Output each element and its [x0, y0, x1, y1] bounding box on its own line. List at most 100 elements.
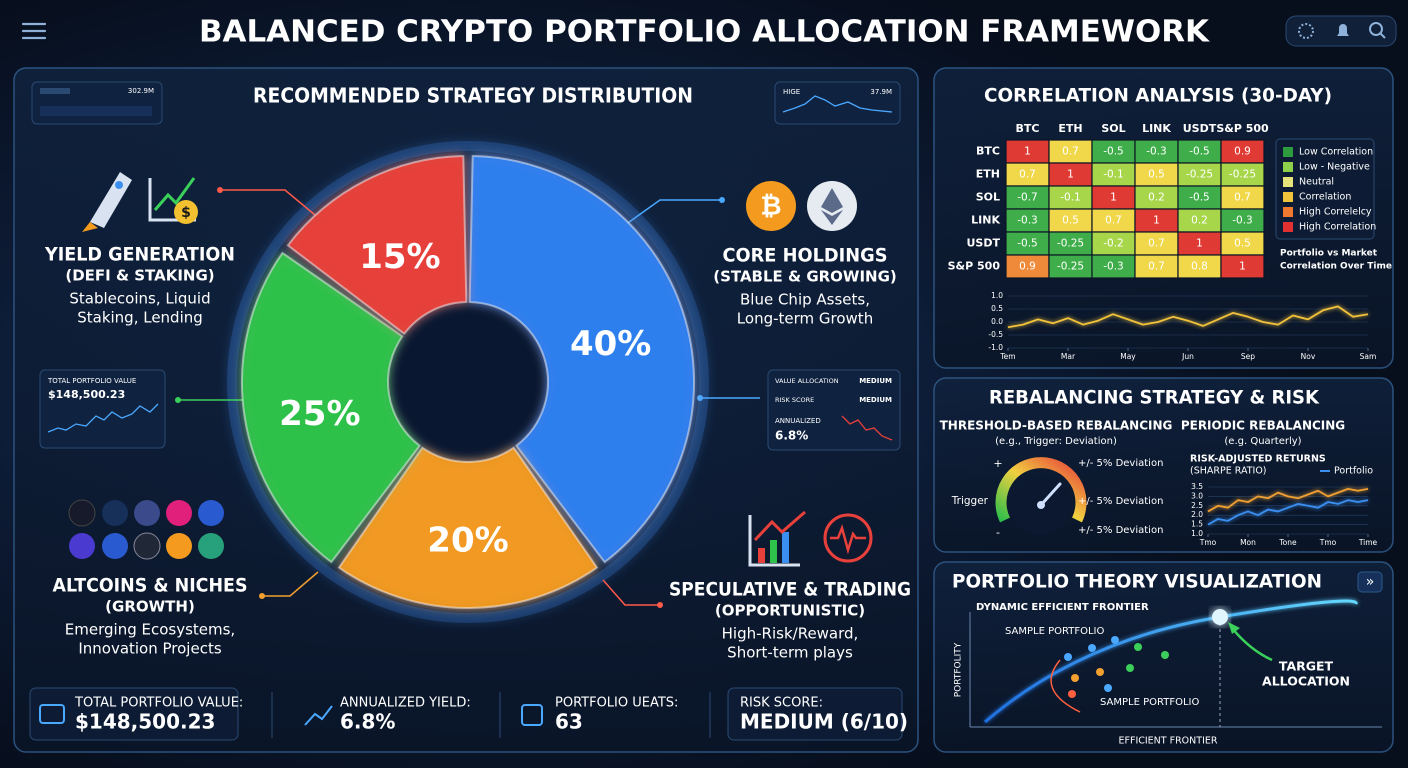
row-label: USDT	[967, 237, 1001, 250]
cell-label: -0.5	[1103, 146, 1124, 158]
portfolio-curve	[1050, 659, 1081, 713]
cell-label: 0.5	[1062, 215, 1079, 227]
x-tick-label: May	[1120, 352, 1136, 361]
x-tick-label: Time	[1358, 538, 1378, 547]
section-title: THRESHOLD-BASED REBALANCING	[940, 419, 1173, 433]
card-label: RISK SCORE	[775, 396, 814, 404]
axis-label: EFFICIENT FRONTIER	[1119, 736, 1218, 747]
chart-subtitle: (SHARPE RATIO)	[1190, 466, 1267, 477]
stat-box	[727, 687, 903, 741]
category-description: Long-term Growth	[737, 310, 873, 328]
cell-label: -0.1	[1103, 169, 1124, 181]
value-card	[39, 369, 166, 449]
x-tick-label: Tone	[1278, 538, 1297, 547]
legend-swatch	[1283, 162, 1293, 172]
cell-label: 0.2	[1191, 215, 1208, 227]
cell-label: -0.1	[1060, 192, 1081, 204]
category-subtitle: (STABLE & GROWING)	[713, 268, 897, 286]
heatmap-cell	[1220, 254, 1265, 279]
legend-swatch	[1283, 177, 1293, 187]
legend-swatch	[1283, 192, 1293, 202]
segment-label: 25%	[279, 394, 360, 434]
cell-label: 0.7	[1148, 238, 1165, 250]
column-label: USDT	[1183, 122, 1217, 135]
segment-label: 15%	[359, 237, 440, 277]
stat-value: 63	[555, 710, 583, 734]
card-label: VALUE ALLOCATION	[775, 377, 839, 385]
category-icons: ₿ $	[82, 172, 873, 567]
mini-card-value: 302.9M	[128, 87, 154, 95]
x-tick-label: Sep	[1241, 352, 1255, 361]
category-title: SPECULATIVE & TRADING	[669, 579, 911, 601]
sample-dots	[1064, 636, 1169, 698]
mini-card-bar	[40, 106, 152, 116]
cell-label: -0.3	[1232, 215, 1253, 227]
search-icon[interactable]	[1369, 22, 1386, 39]
donut-halo	[227, 141, 709, 623]
x-tick-label: Mon	[1240, 538, 1256, 547]
grid-icon[interactable]	[1298, 23, 1314, 39]
cell-label: 0.7	[1148, 261, 1165, 273]
category-description: Short-term plays	[727, 644, 853, 662]
chart-title: Portfolio vs Market	[1280, 249, 1378, 259]
category-description: Emerging Ecosystems,	[65, 621, 235, 639]
cell-label: 0.7	[1234, 192, 1251, 204]
yield-icon	[304, 705, 333, 726]
category-description: Stablecoins, Liquid	[69, 290, 210, 308]
stat-value: 6.8%	[340, 710, 395, 734]
gauge-arc	[995, 457, 1087, 523]
column-label: LINK	[1142, 122, 1171, 135]
category-subtitle: (GROWTH)	[105, 598, 195, 616]
legend-box	[1275, 138, 1375, 240]
cell-label: 1	[1024, 146, 1031, 158]
legend-label: Neutral	[1299, 177, 1334, 188]
deviation-label: +/- 5% Deviation	[1078, 458, 1163, 469]
y-tick-label: 0.5	[991, 304, 1003, 313]
cell-label: -0.2	[1103, 238, 1124, 250]
sparkline	[47, 403, 159, 433]
target-arrowhead	[1228, 622, 1240, 634]
mini-card-value: 37.9M	[870, 88, 892, 96]
section-title: PERIODIC REBALANCING	[1181, 419, 1345, 433]
segment-label: 40%	[570, 324, 651, 364]
notification-icon[interactable]	[1337, 24, 1349, 36]
cell-label: -0.25	[1057, 261, 1084, 273]
cell-label: -0.25	[1057, 238, 1084, 250]
legend-label: Low Correlation	[1299, 147, 1373, 158]
stat-label: PORTFOLIO UEATS:	[555, 696, 678, 711]
sparkline	[782, 95, 893, 113]
axis-label: PORTFOLITY	[954, 642, 964, 697]
chart-title: Correlation Over Time	[1280, 262, 1392, 272]
gauge-label: -	[996, 526, 1000, 539]
card-label: ANNUALIZED	[775, 417, 821, 425]
target-label: ALLOCATION	[1262, 674, 1350, 689]
page-title: BALANCED CRYPTO PORTFOLIO ALLOCATION FRA…	[199, 15, 1211, 50]
x-tick-label: Tem	[999, 352, 1015, 361]
column-label: S&P 500	[1216, 122, 1269, 135]
legend-swatch	[1283, 222, 1293, 232]
category-subtitle: (DEFI & STAKING)	[65, 267, 214, 285]
legend-label: Portfolio	[1334, 466, 1373, 477]
cell-label: 1	[1067, 169, 1074, 181]
wallet-icon	[39, 704, 65, 724]
section-note: (e.g. Quarterly)	[1224, 436, 1301, 447]
cell-label: 1	[1110, 192, 1117, 204]
mini-card	[774, 81, 901, 125]
expand-button[interactable]	[1357, 571, 1383, 593]
stat-label: ANNUALIZED YIELD:	[340, 696, 471, 711]
menu-button[interactable]	[21, 22, 47, 40]
cell-label: 0.5	[1148, 169, 1165, 181]
efficient-frontier	[984, 599, 1358, 724]
cell-label: -0.25	[1186, 169, 1213, 181]
category-description: High-Risk/Reward,	[722, 625, 859, 643]
target-label: TARGET	[1279, 659, 1334, 674]
stat-box	[29, 687, 239, 741]
category-description: Staking, Lending	[77, 309, 203, 327]
y-tick-label: -1.0	[988, 343, 1003, 352]
donut-hole	[388, 302, 548, 462]
legend-swatch	[1283, 207, 1293, 217]
x-tick-label: Tmo	[1199, 538, 1217, 547]
category-description: Blue Chip Assets,	[740, 291, 870, 309]
cell-label: 1	[1153, 215, 1160, 227]
